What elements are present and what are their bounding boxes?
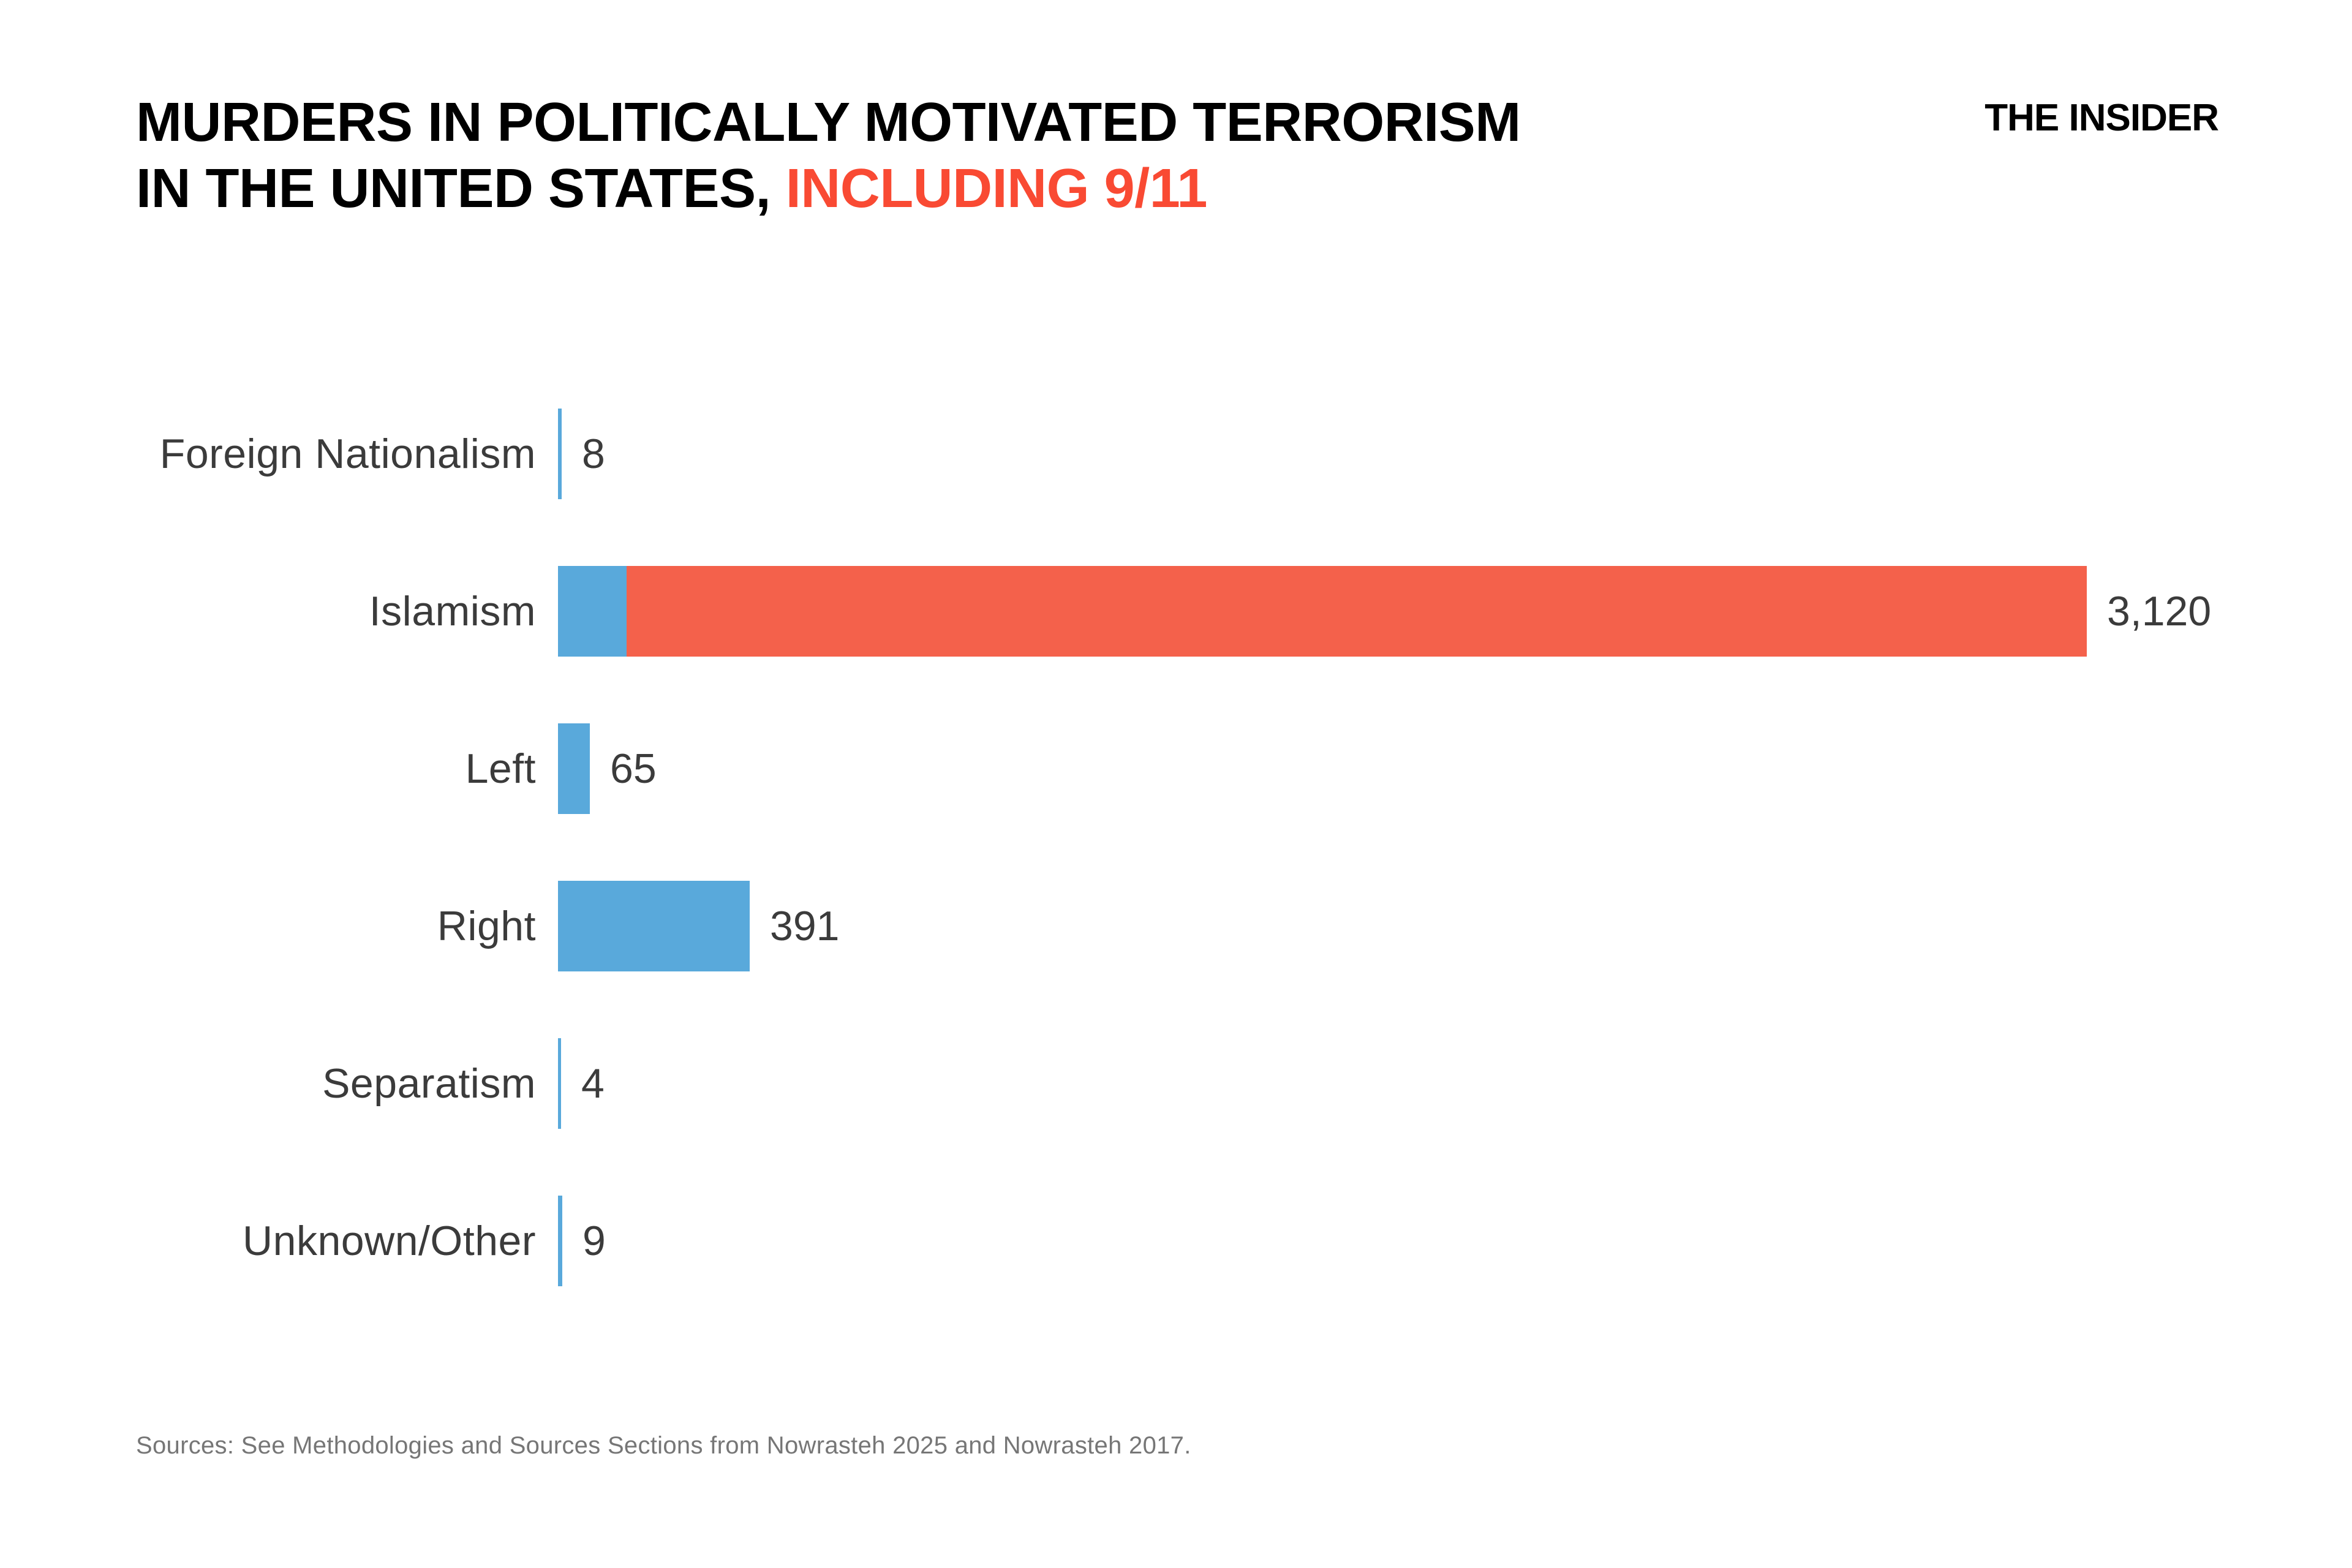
title-highlight: INCLUDING 9/11: [785, 158, 1208, 219]
bar-row: Islamism 3,120: [0, 532, 2352, 690]
source-note: Sources: See Methodologies and Sources S…: [136, 1432, 1191, 1459]
category-label: Right: [437, 902, 536, 949]
bar: [558, 723, 590, 814]
bar-segment-blue: [558, 1195, 562, 1286]
bar: [558, 1195, 562, 1286]
category-label: Left: [465, 745, 536, 792]
title-line1: MURDERS IN POLITICALLY MOTIVATED TERRORI…: [136, 92, 1521, 153]
bar-row: Left 65: [0, 690, 2352, 847]
bar-segment-blue: [558, 565, 627, 657]
bar-row: Unknown/Other 9: [0, 1162, 2352, 1319]
bar-chart: Foreign Nationalism 8 Islamism 3,120 Left 65 R…: [0, 375, 2352, 1319]
bar-segment-blue: [558, 1038, 561, 1129]
value-label: 4: [581, 1060, 605, 1107]
bar: [558, 408, 562, 499]
bar-segment-blue: [558, 723, 590, 814]
bar-row: Foreign Nationalism 8: [0, 375, 2352, 532]
bar-row: Right 391: [0, 847, 2352, 1005]
category-label: Separatism: [322, 1060, 536, 1107]
bar-segment-blue: [558, 880, 750, 971]
bar-segment-blue: [558, 408, 562, 499]
bar-segment-orange: [627, 565, 2087, 657]
value-label: 65: [610, 745, 657, 792]
category-label: Foreign Nationalism: [159, 430, 536, 477]
bar: [558, 1038, 561, 1129]
bar: [558, 565, 2087, 657]
bar: [558, 880, 750, 971]
title-line2: IN THE UNITED STATES,: [136, 158, 786, 219]
category-label: Islamism: [369, 587, 536, 635]
chart-title: MURDERS IN POLITICALLY MOTIVATED TERRORI…: [136, 89, 1521, 222]
bar-row: Separatism 4: [0, 1005, 2352, 1162]
value-label: 3,120: [2107, 587, 2212, 635]
value-label: 9: [582, 1217, 606, 1264]
value-label: 391: [770, 902, 840, 949]
publisher-logo: THE INSIDER: [1985, 97, 2219, 139]
value-label: 8: [582, 430, 605, 477]
category-label: Unknown/Other: [243, 1217, 536, 1264]
